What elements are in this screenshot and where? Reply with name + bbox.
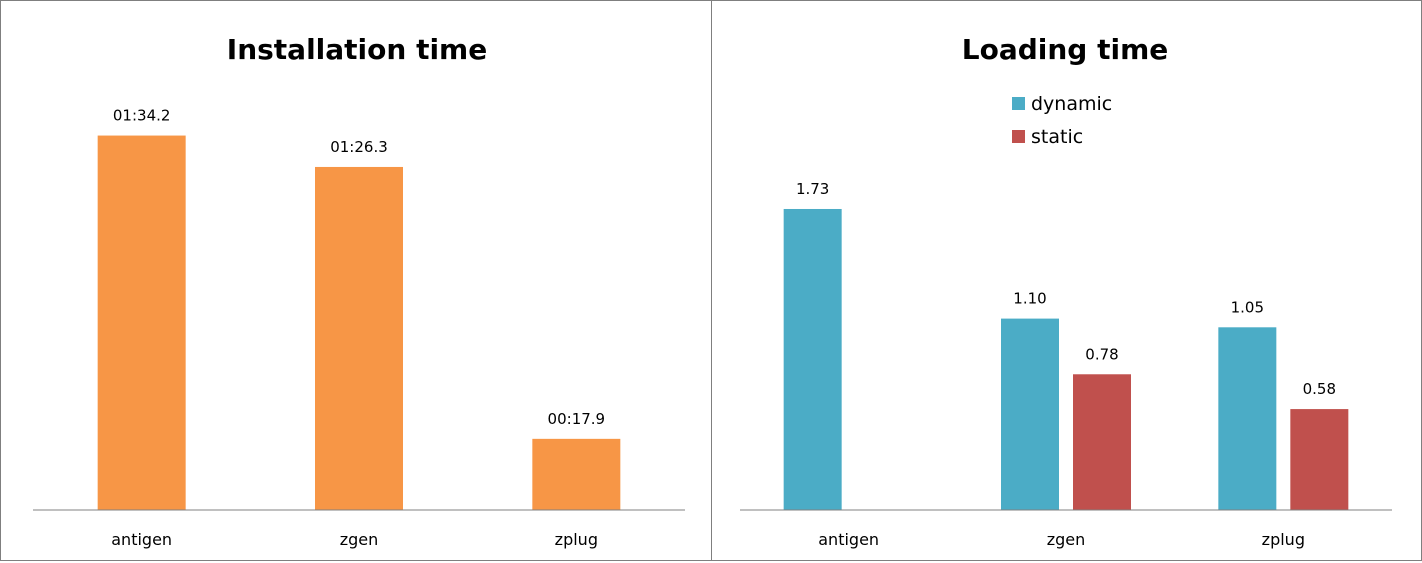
data-label-zplug: 00:17.9: [548, 410, 606, 428]
x-tick-label-zgen: zgen: [1047, 530, 1086, 549]
bar-antigen: [97, 135, 186, 510]
x-tick-label-zgen: zgen: [340, 530, 379, 549]
legend-swatch-static: [1012, 130, 1025, 143]
data-label-dynamic-zgen: 1.10: [1013, 290, 1046, 308]
data-label-static-zgen: 0.78: [1085, 345, 1118, 363]
loading-time-chart-panel: Loading time dynamic static 1.73 1.10 0.78 1…: [711, 0, 1422, 561]
x-tick-label-antigen: antigen: [818, 530, 879, 549]
loading-time-chart: Loading time dynamic static 1.73 1.10 0.78 1…: [740, 33, 1392, 549]
bar-dynamic-antigen: [783, 208, 842, 511]
x-tick-label-zplug: zplug: [1262, 530, 1305, 549]
bar-static-zplug: [1290, 409, 1349, 510]
legend-swatch-dynamic: [1012, 97, 1025, 110]
bar-dynamic-zgen: [1001, 318, 1059, 510]
x-tick-label-antigen: antigen: [111, 530, 172, 549]
data-label-static-zplug: 0.58: [1303, 380, 1336, 398]
bar-zplug: [532, 438, 621, 510]
chart-title: Installation time: [227, 33, 487, 66]
installation-time-chart: Installation time 01:34.201:26.300:17.9 …: [33, 33, 685, 549]
data-label-dynamic-zplug: 1.05: [1231, 298, 1264, 316]
installation-time-chart-panel: Installation time 01:34.2 01:26.3 00:17.9 …: [0, 0, 712, 561]
data-label-zgen: 01:26.3: [330, 138, 388, 156]
x-tick-label-zplug: zplug: [555, 530, 598, 549]
bar-static-zgen: [1073, 374, 1131, 510]
legend-label-dynamic: dynamic: [1031, 93, 1112, 115]
legend-label-static: static: [1031, 126, 1083, 148]
chart-title: Loading time: [962, 33, 1169, 66]
data-label-dynamic-antigen: 1.73: [796, 180, 829, 198]
data-label-antigen: 01:34.2: [113, 107, 171, 125]
bar-zgen: [315, 166, 403, 510]
bar-dynamic-zplug: [1218, 327, 1277, 510]
